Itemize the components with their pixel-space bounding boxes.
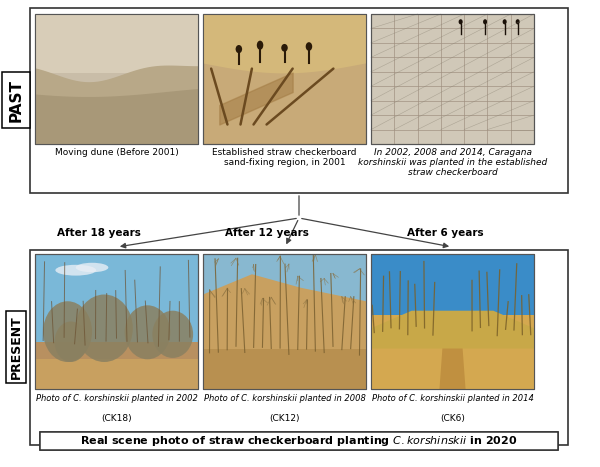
Text: Photo of C. korshinskii planted in 2008: Photo of C. korshinskii planted in 2008	[203, 394, 365, 403]
Polygon shape	[35, 14, 198, 72]
Text: Established straw checkerboard: Established straw checkerboard	[212, 148, 357, 157]
Bar	[35, 254, 198, 389]
Ellipse shape	[76, 263, 109, 272]
Ellipse shape	[55, 265, 96, 276]
Ellipse shape	[458, 19, 463, 24]
Text: Photo of C. korshinskii planted in 2002: Photo of C. korshinskii planted in 2002	[35, 394, 197, 403]
Polygon shape	[35, 14, 198, 144]
Ellipse shape	[76, 295, 133, 362]
Polygon shape	[439, 321, 466, 389]
Text: straw checkerboard: straw checkerboard	[407, 168, 497, 177]
Bar	[203, 14, 366, 144]
Text: PAST: PAST	[8, 78, 23, 121]
Bar	[371, 254, 534, 389]
Bar	[30, 250, 568, 445]
Ellipse shape	[257, 41, 263, 50]
Polygon shape	[203, 14, 366, 73]
Bar	[371, 14, 534, 144]
Bar	[371, 14, 534, 144]
Ellipse shape	[305, 42, 312, 51]
Ellipse shape	[483, 19, 487, 24]
Bar	[35, 254, 198, 389]
Ellipse shape	[125, 305, 170, 359]
Text: (CK6): (CK6)	[440, 414, 465, 423]
Text: Real scene photo of straw checkerboard planting $\it{C. korshinskii}$ in 2020: Real scene photo of straw checkerboard p…	[80, 434, 518, 448]
Text: sand-fixing region, in 2001: sand-fixing region, in 2001	[224, 158, 346, 167]
Bar	[35, 359, 198, 389]
Text: After 12 years: After 12 years	[225, 228, 309, 238]
Polygon shape	[371, 311, 534, 348]
Ellipse shape	[43, 301, 92, 362]
Bar	[35, 14, 198, 144]
Ellipse shape	[55, 321, 87, 362]
Ellipse shape	[152, 311, 193, 358]
Text: In 2002, 2008 and 2014, Caragana: In 2002, 2008 and 2014, Caragana	[373, 148, 532, 157]
Text: Moving dune (Before 2001): Moving dune (Before 2001)	[55, 148, 178, 157]
Bar	[371, 315, 534, 389]
Bar	[40, 432, 558, 450]
Bar	[203, 254, 366, 389]
Text: korshinskii was planted in the established: korshinskii was planted in the establish…	[358, 158, 547, 167]
Polygon shape	[35, 65, 198, 144]
Ellipse shape	[503, 19, 506, 24]
Text: After 6 years: After 6 years	[407, 228, 484, 238]
Bar	[40, 432, 558, 450]
Ellipse shape	[236, 45, 242, 53]
Text: Photo of C. korshinskii planted in 2014: Photo of C. korshinskii planted in 2014	[371, 394, 533, 403]
Bar	[203, 14, 366, 144]
Ellipse shape	[281, 44, 288, 52]
Polygon shape	[35, 89, 198, 144]
Bar	[203, 254, 366, 389]
Text: (CK18): (CK18)	[101, 414, 132, 423]
Bar	[371, 254, 534, 389]
Text: PRESENT: PRESENT	[10, 315, 23, 379]
Text: (CK12): (CK12)	[269, 414, 300, 423]
Polygon shape	[203, 274, 366, 389]
Bar	[203, 14, 366, 59]
Bar	[35, 342, 198, 389]
Ellipse shape	[515, 19, 520, 24]
Bar	[30, 8, 568, 193]
Bar	[203, 348, 366, 389]
Text: After 18 years: After 18 years	[57, 228, 141, 238]
